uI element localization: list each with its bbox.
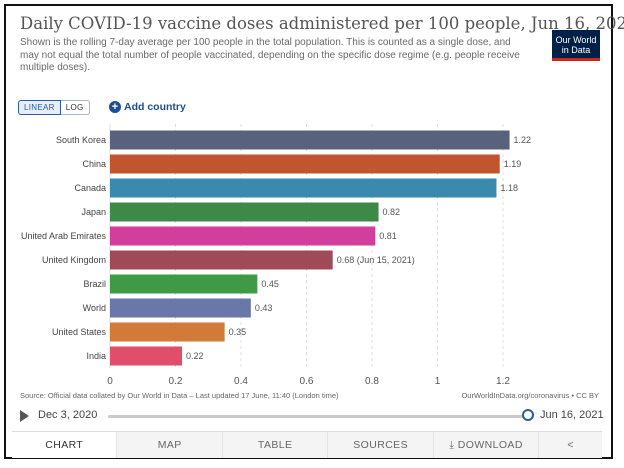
tab-table[interactable]: TABLE: [222, 432, 329, 458]
x-tick-label: 0: [107, 376, 113, 387]
bar[interactable]: [110, 322, 225, 342]
tab-bar: CHART MAP TABLE SOURCES ⤓ DOWNLOAD <: [12, 431, 603, 458]
play-icon[interactable]: [20, 410, 29, 422]
logo-line1: Our World: [555, 35, 597, 45]
x-tick-label: 1: [435, 376, 441, 387]
bar[interactable]: [110, 250, 333, 270]
x-tick-label: 0.6: [300, 376, 314, 387]
country-label: United Arab Emirates: [21, 231, 107, 241]
value-label: 0.22: [186, 351, 204, 361]
add-country-button[interactable]: + Add country: [109, 101, 186, 113]
bar[interactable]: [110, 154, 500, 174]
logo-line2: in Data: [561, 45, 591, 55]
bar[interactable]: [110, 226, 376, 246]
x-tick-label: 0.2: [169, 376, 183, 387]
chart-title: Daily COVID-19 vaccine doses administere…: [20, 14, 624, 33]
chart-subtitle: Shown is the rolling 7-day average per 1…: [20, 37, 520, 73]
country-label: South Korea: [56, 135, 106, 145]
bar[interactable]: [110, 298, 251, 318]
bar[interactable]: [110, 346, 183, 366]
timeline: Dec 3, 2020 Jun 16, 2021: [16, 406, 606, 428]
download-icon: ⤓: [449, 439, 458, 451]
bar[interactable]: [110, 202, 379, 222]
share-icon: <: [567, 439, 574, 451]
country-label: Japan: [81, 207, 106, 217]
source-note: Source: Official data collated by Our Wo…: [20, 391, 339, 400]
timeline-handle[interactable]: [522, 409, 534, 421]
x-tick-label: 0.4: [234, 376, 248, 387]
tab-download[interactable]: ⤓ DOWNLOAD: [433, 432, 540, 458]
country-label: China: [82, 159, 106, 169]
value-label: 0.82: [383, 207, 401, 217]
bar[interactable]: [110, 178, 497, 198]
timeline-track[interactable]: [108, 415, 526, 418]
value-label: 1.18: [500, 183, 518, 193]
value-label: 1.22: [514, 135, 532, 145]
x-tick-label: 0.8: [365, 376, 379, 387]
value-label: 0.43: [255, 303, 273, 313]
country-label: United Kingdom: [42, 255, 106, 265]
scale-toggle: LINEAR LOG: [18, 100, 90, 115]
chart-frame: Daily COVID-19 vaccine doses administere…: [4, 4, 624, 459]
bar[interactable]: [110, 130, 510, 150]
bars: [110, 130, 510, 366]
value-label: 0.35: [229, 327, 247, 337]
tab-map[interactable]: MAP: [117, 432, 223, 458]
owid-logo[interactable]: Our World in Data: [552, 30, 600, 61]
share-button[interactable]: <: [539, 432, 603, 458]
value-label: 0.68 (Jun 15, 2021): [337, 255, 415, 265]
linear-scale-button[interactable]: LINEAR: [18, 100, 61, 115]
tab-sources[interactable]: SOURCES: [328, 432, 434, 458]
value-label: 0.81: [379, 231, 397, 241]
x-tick-label: 1.2: [496, 376, 510, 387]
country-label: United States: [52, 327, 107, 337]
value-label: 1.19: [504, 159, 522, 169]
country-label: India: [86, 351, 106, 361]
country-label: Brazil: [83, 279, 106, 289]
source-url-link[interactable]: OurWorldInData.org/coronavirus • CC BY: [461, 391, 599, 400]
tab-chart[interactable]: CHART: [12, 432, 118, 458]
country-label: World: [83, 303, 106, 313]
plus-icon: +: [109, 101, 121, 113]
add-country-label: Add country: [124, 101, 186, 113]
log-scale-button[interactable]: LOG: [60, 100, 90, 115]
value-label: 0.45: [261, 279, 279, 289]
tab-download-label: DOWNLOAD: [457, 439, 523, 451]
timeline-start-date: Dec 3, 2020: [38, 409, 98, 421]
bar[interactable]: [110, 274, 258, 294]
timeline-end-date: Jun 16, 2021: [540, 409, 604, 421]
country-label: Canada: [74, 183, 106, 193]
